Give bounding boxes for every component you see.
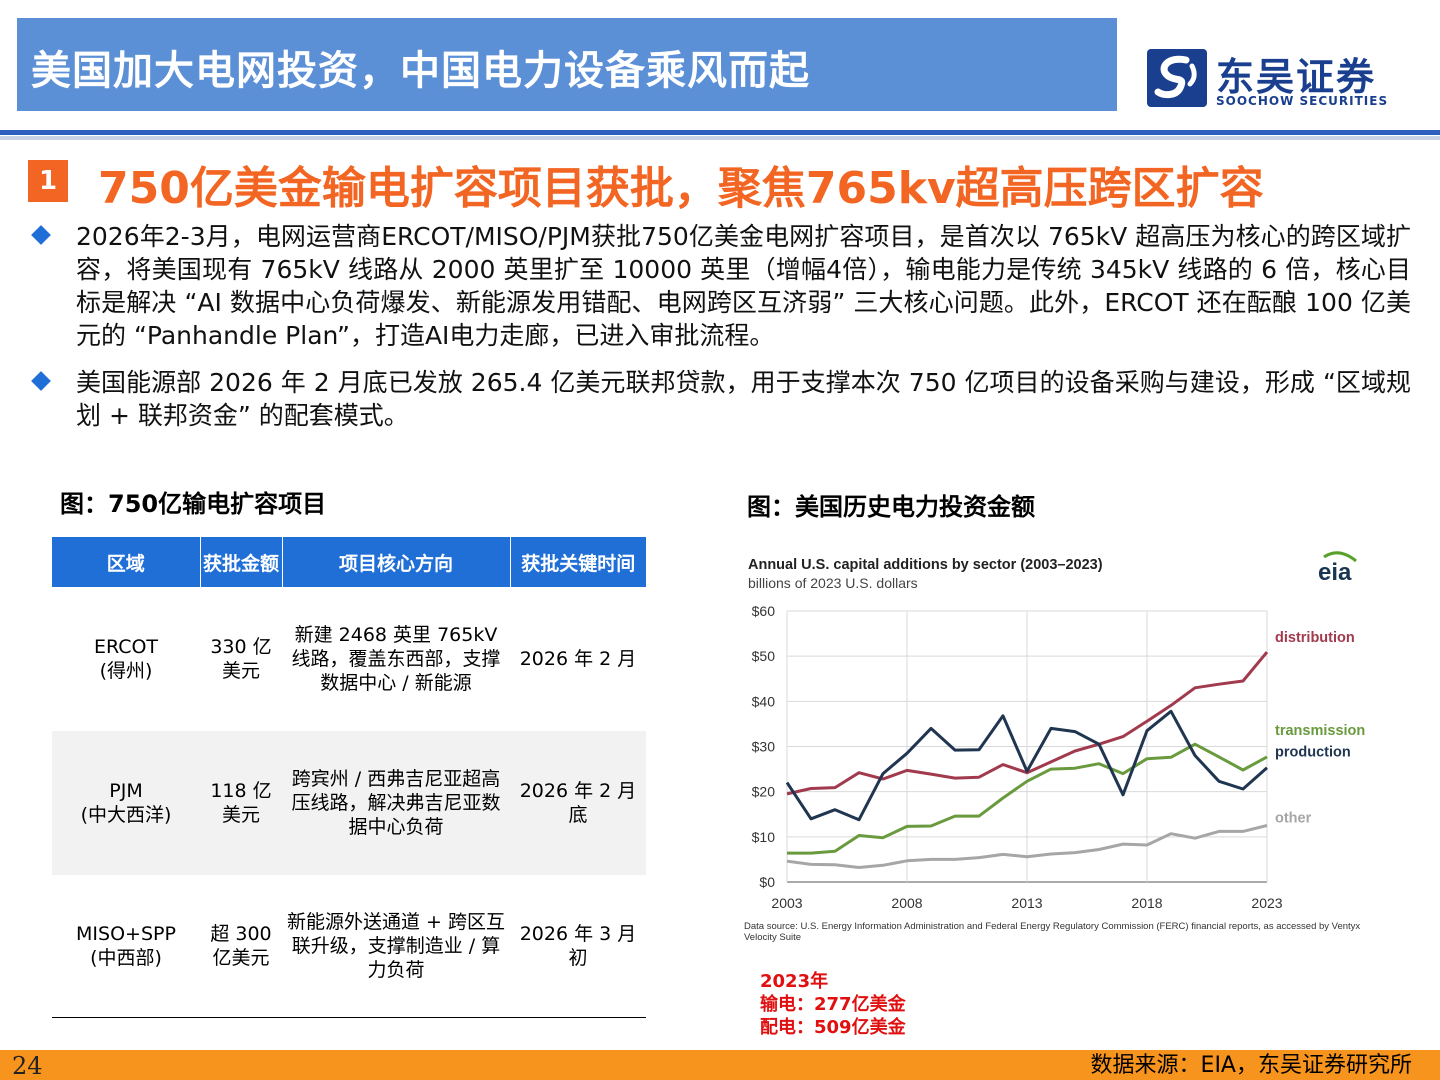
y-tick-label: $40 bbox=[752, 693, 776, 709]
bullet-item: 2026年2-3月，电网运营商ERCOT/MISO/PJM获批750亿美金电网扩… bbox=[31, 220, 1414, 360]
chart-notes: 2023年 输电：277亿美金 配电：509亿美金 bbox=[760, 970, 906, 1039]
eia-leaf-icon bbox=[1323, 551, 1357, 563]
chart-subtitle: billions of 2023 U.S. dollars bbox=[748, 575, 918, 591]
chart-figure-title: 图：美国历史电力投资金额 bbox=[747, 493, 1035, 521]
region-name: PJM bbox=[109, 780, 143, 802]
page-number: 24 bbox=[12, 1052, 43, 1080]
time-cell: 2026 年 3 月初 bbox=[510, 875, 646, 1018]
legend-label-distribution: distribution bbox=[1275, 630, 1355, 646]
chart-legend: distribution transmission production other bbox=[1275, 630, 1365, 826]
x-tick-label: 2018 bbox=[1131, 895, 1162, 911]
y-tick-label: $50 bbox=[752, 648, 776, 664]
section-title: 750亿美金输电扩容项目获批，聚焦765kv超高压跨区扩容 bbox=[98, 163, 1264, 214]
y-tick-label: $20 bbox=[752, 784, 776, 800]
region-sub: (得州) bbox=[99, 660, 153, 682]
table-row: MISO+SPP (中西部) 超 300 亿美元 新能源外送通道 + 跨区互联升级… bbox=[52, 875, 646, 1018]
data-source: 数据来源：EIA，东吴证券研究所 bbox=[1090, 1053, 1412, 1078]
chart-data-source: Data source: U.S. Energy Information Adm… bbox=[744, 921, 1361, 943]
bullet-text: 2026年2-3月，电网运营商ERCOT/MISO/PJM获批750亿美金电网扩… bbox=[76, 222, 1411, 350]
direction-cell: 跨宾州 / 西弗吉尼亚超高压线路，解决弗吉尼亚数据中心负荷 bbox=[282, 731, 510, 875]
table-header-row: 区域 获批金额 项目核心方向 获批关键时间 bbox=[52, 537, 646, 587]
soochow-logo-icon bbox=[1147, 49, 1207, 107]
series-line-transmission bbox=[787, 742, 1268, 855]
direction-cell: 新建 2468 英里 765kV 线路，覆盖东西部，支撑数据中心 / 新能源 bbox=[291, 624, 501, 694]
x-tick-label: 2003 bbox=[771, 895, 802, 911]
region-cell: PJM (中大西洋) bbox=[52, 731, 200, 875]
chart-title: Annual U.S. capital additions by sector … bbox=[748, 557, 1103, 573]
header-divider-shadow bbox=[0, 136, 1440, 140]
company-logo: 东吴证券 SOOCHOW SECURITIES bbox=[1146, 44, 1406, 114]
page-title: 美国加大电网投资，中国电力设备乘风而起 bbox=[31, 48, 810, 94]
y-tick-label: $30 bbox=[752, 739, 776, 755]
amount-cell: 118 亿美元 bbox=[200, 731, 282, 875]
logo-text-cn: 东吴证券 bbox=[1216, 55, 1377, 99]
table-header-cell: 获批金额 bbox=[200, 537, 283, 587]
note-year: 2023年 bbox=[760, 971, 829, 992]
region-sub: (中大西洋) bbox=[80, 804, 172, 826]
logo-text-en: SOOCHOW SECURITIES bbox=[1216, 94, 1389, 108]
table-header-cell: 项目核心方向 bbox=[282, 537, 511, 587]
region-sub: (中西部) bbox=[90, 947, 162, 969]
x-axis: 2003 2008 2013 2018 2023 bbox=[771, 895, 1282, 911]
time-cell: 2026 年 2 月 bbox=[519, 648, 637, 670]
region-name: ERCOT bbox=[93, 636, 159, 658]
region-cell: MISO+SPP (中西部) bbox=[52, 875, 200, 1018]
table-header-cell: 获批关键时间 bbox=[510, 537, 646, 587]
section-number: 1 bbox=[28, 160, 68, 202]
diamond-bullet-icon bbox=[31, 225, 51, 245]
table-row: ERCOT (得州) 330 亿美元 新建 2468 英里 765kV 线路，覆盖… bbox=[52, 587, 646, 731]
region-cell: ERCOT (得州) bbox=[52, 587, 200, 731]
table-figure-title: 图：750亿输电扩容项目 bbox=[60, 490, 327, 518]
amount-cell: 330 亿美元 bbox=[210, 636, 272, 682]
y-tick-label: $10 bbox=[752, 829, 776, 845]
y-tick-label: $0 bbox=[759, 874, 775, 890]
x-tick-label: 2013 bbox=[1011, 895, 1042, 911]
table-row: PJM (中大西洋) 118 亿美元 跨宾州 / 西弗吉尼亚超高压线路，解决弗吉尼… bbox=[52, 731, 646, 875]
bullet-text: 美国能源部 2026 年 2 月底已发放 265.4 亿美元联邦贷款，用于支撑本… bbox=[76, 368, 1411, 430]
bullet-item: 美国能源部 2026 年 2 月底已发放 265.4 亿美元联邦贷款，用于支撑本… bbox=[31, 366, 1414, 436]
chart-series bbox=[785, 651, 1269, 869]
chart-grid bbox=[786, 610, 1268, 883]
y-axis: $0 $10 $20 $30 $40 $50 $60 bbox=[752, 603, 776, 890]
eia-logo-icon: eia bbox=[1318, 559, 1352, 586]
time-cell: 2026 年 2 月底 bbox=[510, 731, 646, 875]
capital-additions-chart: Annual U.S. capital additions by sector … bbox=[744, 551, 1365, 943]
x-tick-label: 2023 bbox=[1251, 895, 1282, 911]
chart-source-wrap: Data source: U.S. Energy Information Adm… bbox=[744, 921, 1361, 943]
y-tick-label: $60 bbox=[752, 603, 776, 619]
series-line-production bbox=[785, 709, 1268, 822]
projects-table: 区域 获批金额 项目核心方向 获批关键时间 ERCOT (得州) 330 亿美元 … bbox=[52, 537, 646, 1018]
amount-cell: 超 300 亿美元 bbox=[200, 875, 282, 1018]
note-distribution: 配电：509亿美金 bbox=[760, 1017, 906, 1038]
legend-label-transmission: transmission bbox=[1275, 723, 1365, 739]
direction-cell: 新能源外送通道 + 跨区互联升级，支撑制造业 / 算力负荷 bbox=[282, 875, 510, 1018]
legend-label-other: other bbox=[1275, 810, 1312, 826]
region-name: MISO+SPP bbox=[76, 923, 176, 945]
series-line-other bbox=[786, 824, 1268, 869]
header-divider bbox=[0, 130, 1440, 135]
header-title-bar: 美国加大电网投资，中国电力设备乘风而起 bbox=[17, 18, 1117, 111]
x-tick-label: 2008 bbox=[891, 895, 922, 911]
diamond-bullet-icon bbox=[31, 371, 51, 391]
footer-bar bbox=[0, 1050, 1440, 1080]
legend-label-production: production bbox=[1275, 744, 1351, 760]
note-transmission: 输电：277亿美金 bbox=[760, 994, 906, 1015]
table-header-cell: 区域 bbox=[52, 537, 201, 587]
